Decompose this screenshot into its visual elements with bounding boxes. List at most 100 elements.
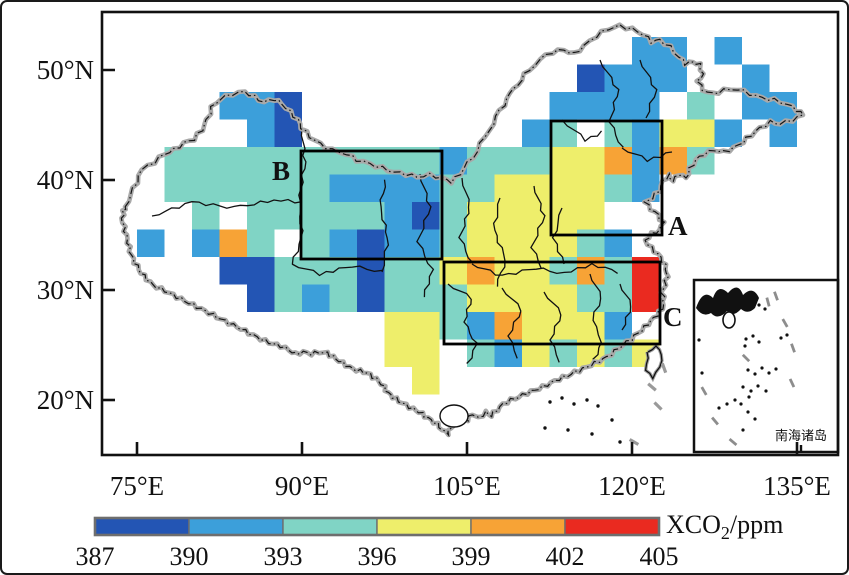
inset-reef-dash [773,291,779,301]
inset-island-dot [779,336,783,340]
x-axis-tick-label: 120°E [598,471,666,501]
grid-cell [494,284,522,312]
province-border-line [492,197,506,287]
island-dot [572,402,576,406]
grid-cell [522,119,550,147]
inset-island-dot [725,402,729,406]
island-dot [566,428,570,432]
grid-cell [577,92,605,120]
grid-cell [329,174,357,202]
grid-cell [467,284,495,312]
island-dot [560,396,564,400]
grid-cell [302,174,330,202]
grid-cell [274,284,302,312]
province-border-line [447,283,479,364]
grid-cell [659,64,687,92]
grid-cell [659,119,687,147]
grid-cell [439,229,467,257]
inset-island-dot [741,385,745,389]
inset-island-dot [739,402,743,406]
china-border-layer [119,22,806,438]
colorbar-frame [93,516,661,537]
inset-island-dot [753,372,757,376]
inset-island-dot [743,344,747,348]
inset-island-dot [767,371,771,375]
south-china-sea-inset: 南海诸岛 [692,278,840,454]
grid-cell [412,229,440,257]
grid-cell [329,284,357,312]
x-axis-tick-label: 90°E [275,471,329,501]
inset-reef-dash [711,416,719,426]
grid-cell [247,257,275,285]
inset-reef-dash [700,386,708,396]
plot-frame [100,10,840,457]
grid-cell [274,92,302,120]
province-border-line [151,198,303,217]
island-dot [548,400,552,404]
grid-cell [577,284,605,312]
island-dot [610,418,614,422]
inset-reef-dash [741,353,751,363]
grid-cell [577,64,605,92]
colorbar-tick-label: 405 [640,542,679,571]
region-boxes-layer: A B C [272,119,688,346]
province-border-line [416,173,435,298]
grid-cell [522,284,550,312]
grid-cell [412,367,440,395]
reef-dash [660,362,668,374]
china-border-line [120,23,804,438]
inset-island-dot [697,338,701,342]
grid-cell [302,229,330,257]
inset-island-dot [763,307,767,311]
grid-cell [549,119,577,147]
reef-dash [628,438,640,446]
province-border-line [471,262,618,276]
colorbar: 387 390 393 396 399 402 405 [76,516,679,571]
grid-cell [522,174,550,202]
grid-cell [302,202,330,230]
grid-cell [192,147,220,175]
province-border-line [639,59,658,119]
grid-cell [384,312,412,340]
grid-cell [604,312,632,340]
inset-island-dot [733,398,737,402]
grid-cell [219,229,247,257]
grid-cell [577,174,605,202]
inset-label: 南海诸岛 [775,428,827,444]
grid-cell [714,37,742,65]
grid-cell [412,202,440,230]
grid-cell [384,339,412,367]
grid-cell [549,147,577,175]
grid-cell [384,257,412,285]
inset-coastline [696,287,759,317]
inset-island-dot [753,417,757,421]
grid-cell [632,284,660,312]
colorbar-segment [94,517,190,536]
grid-cell [467,229,495,257]
inset-reef-dash [788,378,796,388]
region-label-C: C [663,302,683,332]
grid-cell [192,174,220,202]
inset-island-dot [741,428,745,432]
grid-cell [577,147,605,175]
x-axis-tick-label: 135°E [763,471,831,501]
grid-cell [274,119,302,147]
grid-cell [687,119,715,147]
colorbar-tick-label: 387 [76,542,115,571]
inset-island-dot [751,334,755,338]
inset-reef-dash [790,343,796,353]
inset-hainan [722,311,736,329]
grid-cell [577,202,605,230]
region-box-B [299,149,444,261]
grid-cell [604,92,632,120]
grid-cell [357,202,385,230]
colorbar-tick-label: 399 [452,542,491,571]
province-border-line [589,273,602,360]
grid-cell [494,174,522,202]
grid-cell [494,147,522,175]
colorbar-tick-label: 390 [170,542,209,571]
province-border-line [621,147,673,163]
inset-island-dot [760,366,764,370]
province-border-line [551,207,565,265]
